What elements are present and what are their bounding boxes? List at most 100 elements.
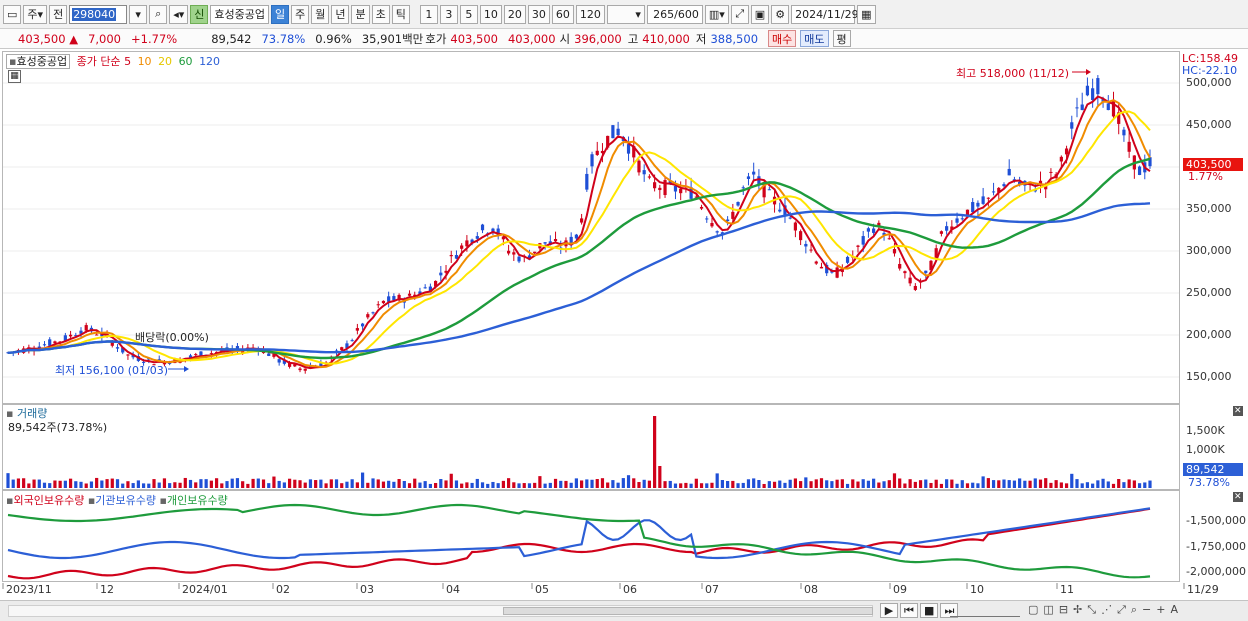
low-arrow-head — [184, 366, 189, 372]
volume-bar — [256, 478, 260, 488]
magnifier-icon[interactable]: ⌕ — [1130, 603, 1138, 616]
tab-period-day[interactable]: 일 — [270, 4, 290, 24]
candle-body — [345, 343, 349, 349]
candle-body — [1122, 129, 1126, 136]
count-input[interactable]: 265/600 — [646, 4, 703, 24]
interval-dropdown[interactable]: ▾ — [606, 4, 645, 24]
volume-bar — [861, 479, 865, 488]
candle-body — [955, 218, 959, 223]
speaker-icon[interactable]: ◂▾ — [169, 4, 189, 24]
candle-body — [1038, 180, 1043, 185]
save-icon[interactable]: ▣ — [750, 4, 770, 24]
stock-code-input[interactable]: 298040 — [69, 4, 128, 24]
volume-bar — [637, 482, 641, 488]
candle-body — [929, 260, 933, 271]
zoom-slider[interactable] — [950, 603, 1020, 617]
x-axis-label: 02 — [276, 583, 290, 596]
scroll-thumb[interactable] — [503, 607, 873, 615]
text-icon[interactable]: A — [1170, 603, 1179, 616]
measure-icon[interactable]: ⤢ — [1117, 603, 1126, 616]
tab-period-month[interactable]: 월 — [311, 4, 330, 24]
zoom-in-icon[interactable]: + — [1156, 603, 1166, 616]
candle-body — [814, 261, 818, 264]
x-axis-label: 03 — [360, 583, 374, 596]
volume-bar — [428, 483, 432, 488]
sell-button[interactable]: 매도 — [800, 30, 829, 47]
scroll-right-icon[interactable]: ▶ — [880, 603, 898, 618]
volume-bars — [6, 416, 1152, 488]
volume-bar — [376, 479, 380, 488]
trend-icon[interactable]: ⤡ — [1087, 603, 1097, 616]
tab-period-week[interactable]: 주 — [291, 4, 310, 24]
interval-3[interactable]: 3 — [439, 4, 458, 24]
zoom-out-icon[interactable]: − — [1142, 603, 1152, 616]
candle-body — [663, 180, 667, 196]
scroll-track[interactable] — [8, 605, 873, 617]
mode-select[interactable]: 주 ▾ — [23, 4, 48, 24]
x-axis-label: 06 — [623, 583, 637, 596]
volume-bar — [903, 483, 907, 488]
stop-icon[interactable]: ■ — [920, 603, 939, 618]
turnover-pct: 0.96% — [315, 31, 352, 46]
interval-1[interactable]: 1 — [419, 4, 438, 24]
prev-button[interactable]: 전 — [49, 4, 68, 24]
volume-bar — [689, 483, 693, 488]
date-input[interactable]: 2024/11/29 — [791, 4, 859, 24]
code-dropdown-icon[interactable]: ▾ — [129, 4, 148, 24]
table-icon[interactable]: ▦ — [8, 70, 21, 83]
candle-body — [381, 300, 386, 304]
draw-tool-icon[interactable]: ⤢ — [730, 4, 749, 24]
compare-icon[interactable]: ⊟ — [1058, 603, 1069, 616]
jump-end-icon[interactable]: ⏭ — [940, 603, 959, 618]
interval-60[interactable]: 60 — [551, 4, 574, 24]
volume-bar — [939, 483, 944, 488]
interval-30[interactable]: 30 — [527, 4, 550, 24]
calendar-icon[interactable]: ▦ — [857, 4, 876, 24]
volume-bar — [293, 479, 297, 488]
buy-button[interactable]: 매수 — [768, 30, 797, 47]
eval-button[interactable]: 평 — [832, 30, 851, 47]
volume-bar — [340, 483, 344, 488]
pattern-icon[interactable]: ⋰ — [1101, 603, 1113, 616]
jump-start-icon[interactable]: ⏮ — [900, 603, 918, 618]
layout-icon[interactable]: ▢ — [1028, 603, 1039, 616]
candle-body — [141, 361, 146, 363]
candle-body — [439, 272, 443, 276]
gear-icon[interactable]: ⚙ — [771, 4, 790, 24]
candle-body — [1018, 181, 1022, 185]
volume-bar — [261, 479, 266, 488]
volume-bar — [407, 483, 412, 488]
interval-120[interactable]: 120 — [575, 4, 605, 24]
last-price-tag: 403,500 — [1183, 158, 1243, 171]
holding-close-icon[interactable]: ✕ — [1233, 492, 1243, 502]
tab-period-year[interactable]: 년 — [331, 4, 350, 24]
stock-tab[interactable]: ▪효성중공업 — [6, 54, 71, 69]
volume-bar — [162, 478, 167, 488]
bottom-toolbar: ▶ ⏮ ■ ⏭ ▢ ◫ ⊟ ✢ ⤡ ⋰ ⤢ ⌕ − + A — [0, 600, 1248, 621]
candle-body — [95, 334, 99, 336]
candle-body — [626, 144, 631, 154]
crosshair-icon[interactable]: ✢ — [1073, 603, 1083, 616]
volume-close-icon[interactable]: ✕ — [1233, 406, 1243, 416]
legend-individual: 개인보유수량 — [166, 494, 228, 507]
search-icon[interactable]: ⌕ — [149, 4, 168, 24]
chart-type-icon[interactable]: ▥▾ — [704, 4, 729, 24]
candle-body — [934, 248, 938, 258]
tab-period-tick[interactable]: 틱 — [391, 4, 410, 24]
tab-period-second[interactable]: 초 — [371, 4, 390, 24]
interval-5[interactable]: 5 — [459, 4, 478, 24]
volume-bar — [746, 479, 751, 488]
ma-legend-10: 10 — [137, 55, 152, 68]
tab-period-minute[interactable]: 분 — [351, 4, 370, 24]
candle-body — [1111, 99, 1116, 117]
split-icon[interactable]: ◫ — [1043, 603, 1054, 616]
x-axis-label: 11/29 — [1187, 583, 1219, 596]
volume-bar — [621, 478, 625, 488]
candle-body — [668, 180, 672, 184]
candle-body — [53, 341, 57, 344]
window-icon[interactable]: ▭ — [3, 4, 22, 24]
interval-10[interactable]: 10 — [479, 4, 502, 24]
candle-body — [694, 196, 698, 198]
interval-20[interactable]: 20 — [503, 4, 526, 24]
